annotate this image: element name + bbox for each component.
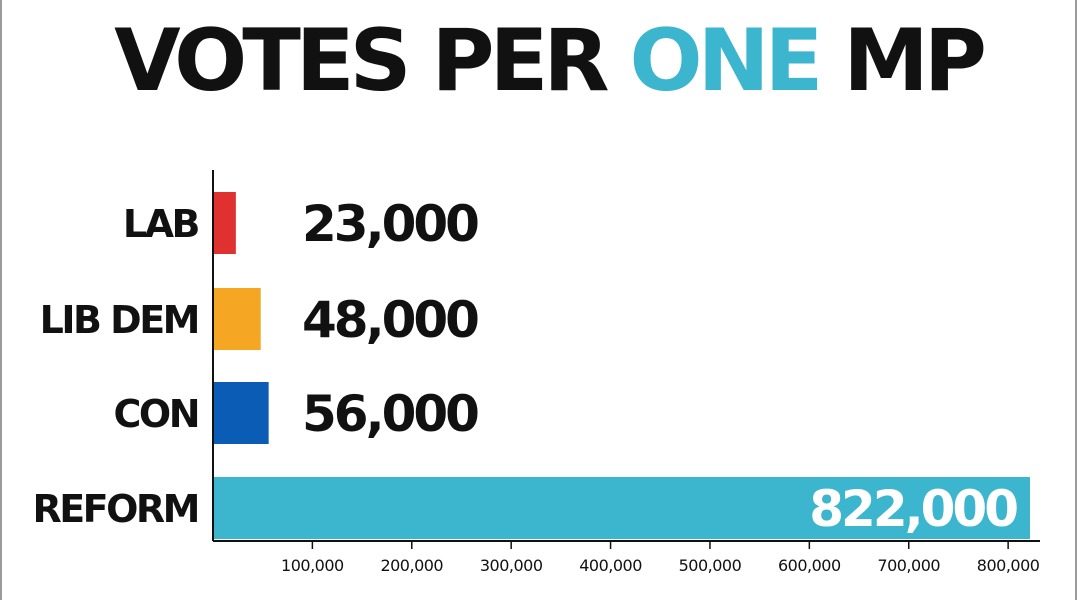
chart-title: VOTES PER ONE MP [114,11,984,111]
chart-title-part3: MP [818,11,984,111]
value-label-lab: 23,000 [302,195,478,253]
x-ticks-layer: 100,000 200,000 300,000 400,000 500,000 600,0… [281,541,1040,575]
category-label-lib-dem: LIB DEM [40,298,198,342]
bar-con [213,382,269,444]
category-label-reform: REFORM [32,487,198,531]
x-tick-label: 300,000 [480,556,543,575]
x-tick-label: 100,000 [281,556,344,575]
category-label-lab: LAB [123,202,199,246]
frame-left-border [0,0,2,600]
x-tick-label: 400,000 [579,556,642,575]
x-tick-label: 700,000 [877,556,940,575]
bar-lib-dem [213,288,261,350]
chart-title-part1: VOTES PER [114,11,629,111]
value-label-con: 56,000 [302,385,478,443]
bar-reform [213,477,1030,539]
frame-right-border [1075,0,1077,600]
value-label-reform: 822,000 [809,480,1017,538]
bars-layer: LAB 23,000 LIB DEM 48,000 CON 56,000 REFORM 822… [32,192,1030,539]
bar-lab [213,192,236,254]
value-label-lib-dem: 48,000 [302,291,478,349]
axes-layer [212,170,1040,542]
category-label-con: CON [114,392,199,436]
chart-title-accent: ONE [629,11,818,111]
x-tick-label: 600,000 [778,556,841,575]
x-tick-label: 200,000 [380,556,443,575]
x-tick-label: 500,000 [679,556,742,575]
x-tick-label: 800,000 [977,556,1040,575]
